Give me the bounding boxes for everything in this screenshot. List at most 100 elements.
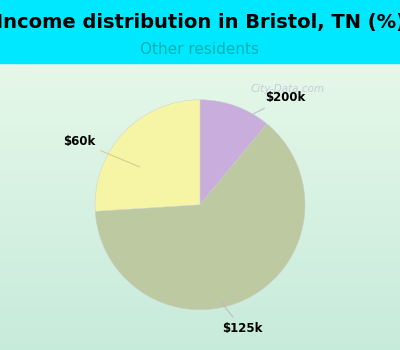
Bar xyxy=(0,241,400,242)
Bar xyxy=(0,222,400,223)
Bar xyxy=(0,104,400,105)
Bar xyxy=(0,280,400,281)
Bar xyxy=(0,203,400,204)
Bar xyxy=(0,144,400,145)
Bar xyxy=(0,324,400,325)
Bar xyxy=(0,216,400,217)
Bar xyxy=(0,164,400,165)
Bar xyxy=(0,224,400,225)
Bar xyxy=(0,284,400,285)
Bar xyxy=(0,300,400,301)
Bar xyxy=(0,111,400,112)
Bar xyxy=(0,274,400,275)
Bar xyxy=(0,110,400,111)
Bar xyxy=(0,100,400,101)
Bar xyxy=(0,205,400,206)
Bar xyxy=(0,136,400,138)
Bar xyxy=(0,244,400,246)
Bar xyxy=(0,344,400,345)
Bar xyxy=(0,122,400,123)
Bar xyxy=(0,141,400,142)
Bar xyxy=(0,332,400,333)
Bar xyxy=(0,326,400,327)
Text: Other residents: Other residents xyxy=(140,42,260,57)
Bar xyxy=(0,268,400,270)
Bar xyxy=(0,240,400,241)
Bar xyxy=(0,328,400,330)
Bar xyxy=(0,303,400,304)
Bar xyxy=(0,189,400,190)
Bar xyxy=(0,307,400,308)
Bar xyxy=(0,119,400,120)
Bar xyxy=(0,71,400,72)
Bar xyxy=(0,123,400,124)
Bar xyxy=(0,210,400,211)
Bar xyxy=(0,88,400,89)
Bar xyxy=(0,116,400,117)
Bar xyxy=(0,247,400,248)
Bar xyxy=(0,316,400,317)
Bar xyxy=(0,156,400,157)
Bar xyxy=(0,323,400,324)
Bar xyxy=(0,275,400,276)
Bar xyxy=(0,249,400,250)
Bar xyxy=(0,325,400,326)
Bar xyxy=(0,319,400,321)
Bar xyxy=(0,87,400,88)
Bar xyxy=(0,214,400,215)
Bar xyxy=(0,138,400,139)
Bar xyxy=(0,197,400,198)
Bar xyxy=(0,182,400,183)
Bar xyxy=(0,186,400,187)
Bar xyxy=(0,204,400,205)
Bar xyxy=(0,70,400,71)
Bar xyxy=(0,176,400,177)
Wedge shape xyxy=(95,100,200,211)
Bar xyxy=(0,230,400,231)
Bar xyxy=(0,237,400,238)
Bar xyxy=(0,65,400,66)
Bar xyxy=(0,234,400,236)
Bar xyxy=(0,220,400,222)
Bar xyxy=(0,92,400,93)
Bar xyxy=(0,64,400,65)
Bar xyxy=(0,97,400,98)
Bar xyxy=(0,208,400,209)
Bar xyxy=(0,286,400,288)
Bar xyxy=(0,167,400,168)
Bar xyxy=(0,192,400,194)
Bar xyxy=(0,200,400,201)
Bar xyxy=(0,301,400,302)
Bar xyxy=(0,226,400,228)
Bar xyxy=(0,130,400,131)
Bar xyxy=(0,196,400,197)
Bar xyxy=(0,148,400,149)
Bar xyxy=(0,209,400,210)
Bar xyxy=(0,191,400,192)
Bar xyxy=(0,195,400,196)
Bar xyxy=(0,281,400,282)
Bar xyxy=(0,339,400,340)
Bar xyxy=(0,198,400,199)
Bar xyxy=(0,91,400,92)
Bar xyxy=(0,299,400,300)
Bar xyxy=(0,266,400,267)
Bar xyxy=(0,93,400,95)
Bar xyxy=(0,290,400,291)
Bar xyxy=(0,134,400,135)
Bar xyxy=(0,69,400,70)
Bar xyxy=(0,211,400,213)
Bar xyxy=(0,342,400,343)
Bar xyxy=(0,62,400,63)
Bar xyxy=(0,255,400,256)
Bar xyxy=(0,238,400,239)
Bar xyxy=(0,113,400,114)
Bar xyxy=(0,343,400,344)
Bar xyxy=(0,86,400,87)
Bar xyxy=(0,194,400,195)
Bar xyxy=(0,105,400,106)
Bar xyxy=(0,261,400,262)
Bar xyxy=(0,147,400,148)
Bar xyxy=(0,285,400,286)
Bar xyxy=(0,73,400,74)
